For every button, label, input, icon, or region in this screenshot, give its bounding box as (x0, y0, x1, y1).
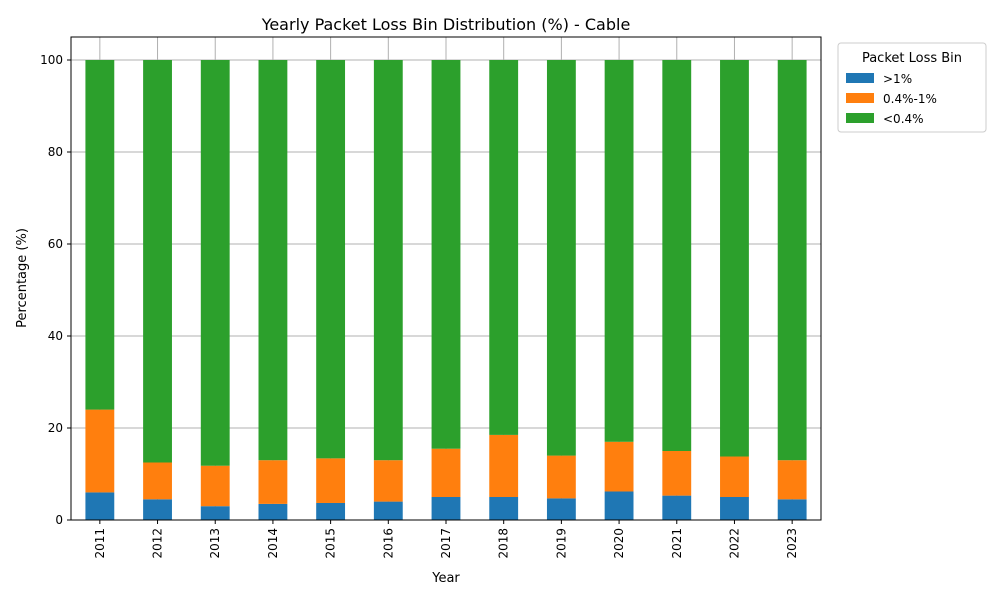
legend-frame (837, 42, 987, 133)
x-tick-label: 2021 (670, 528, 684, 559)
bar-segment (604, 491, 634, 520)
x-axis: 2011 2012 2013 2014 2015 2016 2017 2018 2019 2020… (93, 520, 799, 559)
bar-segment (546, 455, 576, 499)
bar-segment (720, 60, 749, 457)
y-tick-label: 40 (48, 329, 63, 343)
legend-swatch (846, 113, 874, 123)
bars (85, 60, 807, 520)
bar-segment (258, 503, 288, 520)
bar-segment (143, 462, 172, 500)
y-axis-label: Percentage (%) (15, 228, 30, 328)
x-tick-label: 2015 (324, 528, 338, 559)
bar-segment (373, 501, 403, 520)
bar-segment (316, 458, 346, 503)
bar-segment (489, 434, 519, 497)
chart-title: Yearly Packet Loss Bin Distribution (%) … (261, 15, 631, 34)
legend-swatch (846, 93, 874, 103)
x-tick-label: 2023 (785, 528, 799, 559)
bar-segment (143, 60, 172, 463)
bar-segment (373, 460, 403, 502)
x-tick-label: 2013 (208, 528, 222, 559)
bar-segment (200, 506, 230, 520)
bar-segment (200, 60, 230, 466)
bar-segment (604, 60, 634, 442)
bar-segment (489, 497, 519, 520)
x-tick-label: 2012 (151, 528, 165, 559)
x-tick-label: 2014 (266, 528, 280, 559)
bar-segment (316, 60, 346, 459)
x-tick-label: 2011 (93, 528, 107, 559)
bar-segment (777, 499, 807, 520)
bar-segment (662, 495, 692, 520)
bar-segment (777, 460, 807, 500)
bar-segment (720, 497, 749, 520)
bar-segment (143, 499, 172, 520)
bar-segment (200, 465, 230, 507)
bar-segment (316, 502, 346, 520)
bar-segment (662, 451, 692, 496)
legend-label: <0.4% (883, 112, 924, 126)
x-tick-label: 2020 (612, 528, 626, 559)
bar-segment (373, 60, 403, 461)
bar-segment (431, 60, 461, 449)
bar-segment (431, 497, 461, 520)
y-tick-label: 0 (55, 513, 63, 527)
y-tick-label: 20 (48, 421, 63, 435)
bar-segment (85, 409, 115, 493)
x-tick-label: 2022 (727, 528, 741, 559)
legend: Packet Loss Bin >1% 0.4%-1% <0.4% (837, 42, 987, 133)
bar-segment (258, 60, 288, 461)
x-tick-label: 2017 (439, 528, 453, 559)
legend-label: 0.4%-1% (883, 92, 937, 106)
bar-segment (489, 60, 519, 435)
y-tick-label: 80 (48, 145, 63, 159)
bar-segment (85, 60, 115, 410)
y-tick-label: 100 (40, 53, 63, 67)
x-tick-label: 2018 (497, 528, 511, 559)
bar-segment (662, 60, 692, 451)
x-tick-label: 2016 (381, 528, 395, 559)
bar-segment (777, 60, 807, 461)
bar-segment (546, 60, 576, 456)
bar-segment (720, 456, 749, 497)
x-axis-label: Year (431, 571, 460, 586)
x-tick-label: 2019 (554, 528, 568, 559)
bar-segment (431, 448, 461, 497)
legend-title: Packet Loss Bin (862, 51, 962, 66)
legend-label: >1% (883, 72, 912, 86)
y-tick-label: 60 (48, 237, 63, 251)
legend-items: >1% 0.4%-1% <0.4% (846, 72, 937, 126)
bar-segment (85, 492, 115, 520)
bar-segment (258, 460, 288, 504)
bar-segment (604, 441, 634, 492)
legend-swatch (846, 73, 874, 83)
y-axis: 0 20 40 60 80 100 (40, 53, 71, 527)
bar-segment (546, 498, 576, 520)
